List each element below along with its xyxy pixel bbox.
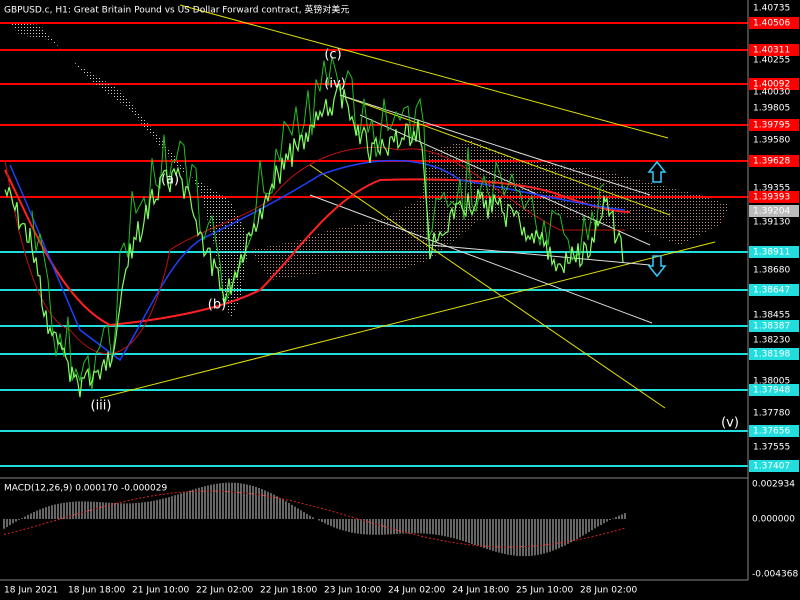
wave-label: (b) xyxy=(208,298,226,313)
chart-title: GBPUSD.c, H1: Great Britain Pound vs US … xyxy=(4,4,349,16)
time-label: 22 Jun 02:00 xyxy=(196,586,253,596)
time-label: 23 Jun 10:00 xyxy=(324,586,381,596)
macd-title: MACD(12,26,9) 0.000170 -0.000029 xyxy=(4,484,167,494)
time-label: 24 Jun 18:00 xyxy=(452,586,509,596)
price-box xyxy=(749,384,799,396)
wave-label: (iv) xyxy=(324,77,345,92)
price-box xyxy=(749,246,799,258)
arrow-down xyxy=(647,255,667,278)
macd-axis-label: 0.002934 xyxy=(752,480,795,490)
time-label: 24 Jun 02:00 xyxy=(388,586,445,596)
price-box xyxy=(749,320,799,332)
cloud xyxy=(250,140,730,280)
price-label: 1.40735 xyxy=(753,4,790,14)
trend-line xyxy=(179,4,669,139)
price-label: 1.37555 xyxy=(753,443,790,453)
price-box xyxy=(749,205,799,217)
indicator-line xyxy=(31,56,605,390)
wave-label: (iii) xyxy=(91,399,112,414)
moving-average xyxy=(9,159,626,362)
price-label: 1.37656 xyxy=(753,427,790,437)
price-label: 1.38230 xyxy=(753,336,790,346)
time-label: 18 Jun 18:00 xyxy=(68,586,125,596)
price-label: 1.38455 xyxy=(753,311,790,321)
price-label: 1.40092 xyxy=(753,80,790,90)
moving-average xyxy=(4,146,625,355)
price-label: 1.39355 xyxy=(753,184,790,194)
time-label: 25 Jun 10:00 xyxy=(516,586,573,596)
wave-label: (a) xyxy=(161,173,179,188)
price-box xyxy=(749,78,799,90)
time-label: 28 Jun 02:00 xyxy=(580,586,637,596)
price-box xyxy=(749,425,799,437)
price-label: 1.39393 xyxy=(753,193,790,203)
price-label: 1.39795 xyxy=(753,121,790,131)
price-label: 1.37780 xyxy=(753,409,790,419)
price-box xyxy=(749,460,799,472)
price-label: 1.38198 xyxy=(753,350,790,360)
price-label: 1.38680 xyxy=(753,266,790,276)
price-label: 1.39628 xyxy=(753,157,790,167)
price-label: 1.39580 xyxy=(753,136,790,146)
channel-line xyxy=(339,94,651,196)
price-box xyxy=(749,17,799,29)
price-label: 1.37407 xyxy=(753,462,790,472)
time-label: 18 Jun 2021 xyxy=(4,586,58,596)
price-label: 1.38005 xyxy=(753,377,790,387)
macd-signal xyxy=(3,490,626,548)
price-box xyxy=(749,119,799,131)
trend-line xyxy=(309,164,666,409)
price-label: 1.39805 xyxy=(753,104,790,114)
price-label: 1.38647 xyxy=(753,286,790,296)
channel-line xyxy=(429,244,651,266)
channel-line xyxy=(359,114,651,246)
wave-label: (v) xyxy=(721,416,739,431)
price-label: 1.40255 xyxy=(753,56,790,66)
time-label: 22 Jun 18:00 xyxy=(260,586,317,596)
macd-histogram xyxy=(3,482,626,557)
price-box xyxy=(749,44,799,56)
price-label: 1.40311 xyxy=(753,46,790,56)
price-box xyxy=(749,284,799,296)
time-label: 21 Jun 10:00 xyxy=(132,586,189,596)
price-label: 1.40506 xyxy=(753,19,790,29)
price-box xyxy=(749,191,799,203)
price-label: 1.38911 xyxy=(753,248,790,258)
price-box xyxy=(749,155,799,167)
channel-line xyxy=(309,194,653,324)
price-label: 1.39130 xyxy=(753,218,790,228)
price-line xyxy=(4,83,624,398)
price-label: 1.37948 xyxy=(753,386,790,396)
moving-average xyxy=(4,169,631,327)
levels xyxy=(0,22,748,467)
cloud xyxy=(8,22,250,320)
price-label: 1.39204 xyxy=(753,207,790,217)
price-box xyxy=(749,348,799,360)
macd-axis-label: -0.004368 xyxy=(752,570,798,580)
wave-label: (c) xyxy=(324,48,341,63)
price-label: 1.40030 xyxy=(753,88,790,98)
trend-line xyxy=(99,241,716,399)
price-label: 1.38387 xyxy=(753,322,790,332)
arrow-up xyxy=(647,160,667,183)
macd-axis-label: 0.000000 xyxy=(752,515,795,525)
